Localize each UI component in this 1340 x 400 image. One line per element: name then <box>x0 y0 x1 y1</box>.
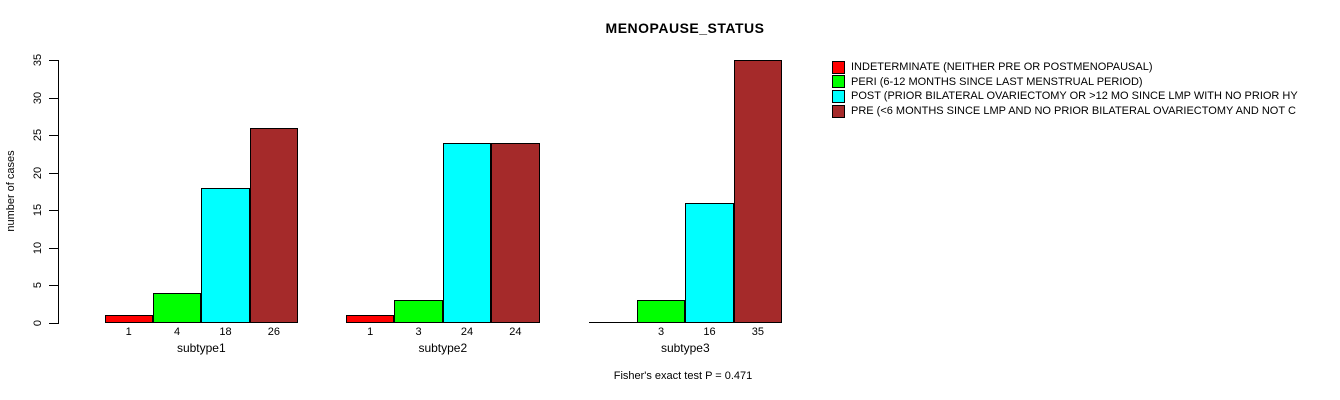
legend-label-indeterminate: INDETERMINATE (NEITHER PRE OR POSTMENOPA… <box>851 61 1153 74</box>
fisher-test-annotation: Fisher's exact test P = 0.471 <box>613 370 753 382</box>
legend-swatch-indeterminate <box>832 60 845 74</box>
category-label-subtype3: subtype3 <box>660 341 710 355</box>
bar-subtype1-series1 <box>152 292 202 323</box>
group-baseline <box>588 322 783 323</box>
bar-value-label: 26 <box>267 326 281 338</box>
chart-title: MENOPAUSE_STATUS <box>605 20 765 36</box>
y-tick-mark <box>49 285 58 286</box>
bar-value-label: 3 <box>658 326 665 338</box>
category-label-subtype1: subtype1 <box>176 341 226 355</box>
y-tick-label: 5 <box>32 281 44 289</box>
legend-item-peri: PERI (6-12 MONTHS SINCE LAST MENSTRUAL P… <box>832 75 1298 90</box>
y-tick-label: 20 <box>32 166 44 179</box>
y-tick-mark <box>49 172 58 174</box>
bar-value-label: 18 <box>219 326 232 338</box>
bar-subtype1-series2 <box>201 187 250 323</box>
bar-subtype2-series0 <box>346 315 395 323</box>
y-tick-label: 25 <box>32 128 44 142</box>
legend-label-pre: PRE (<6 MONTHS SINCE LMP AND NO PRIOR BI… <box>851 105 1296 118</box>
group-baseline <box>346 322 540 323</box>
y-tick-label: 35 <box>32 53 44 67</box>
legend-swatch-post <box>832 89 845 103</box>
y-tick-mark <box>49 210 58 211</box>
y-axis-title: number of cases <box>5 150 17 232</box>
legend-item-post: POST (PRIOR BILATERAL OVARIECTOMY OR >12… <box>832 89 1298 104</box>
bar-subtype3-series3 <box>733 60 783 323</box>
bar-value-label: 16 <box>703 326 716 338</box>
bar-value-label: 35 <box>751 326 765 338</box>
bar-subtype2-series2 <box>442 142 492 323</box>
legend-swatch-pre <box>832 104 845 118</box>
y-tick-label: 15 <box>32 203 44 217</box>
bar-value-label: 4 <box>174 326 181 338</box>
y-tick-label: 0 <box>32 319 44 326</box>
y-tick-mark <box>49 322 58 324</box>
bar-subtype1-series3 <box>249 127 299 323</box>
bar-subtype2-series1 <box>394 300 443 323</box>
y-tick-mark <box>49 247 58 249</box>
bar-value-label: 1 <box>367 326 374 338</box>
y-tick-label: 10 <box>32 241 44 254</box>
y-tick-label: 30 <box>32 91 44 104</box>
category-label-subtype2: subtype2 <box>418 341 468 355</box>
bar-subtype3-series1 <box>636 300 686 323</box>
legend-item-indeterminate: INDETERMINATE (NEITHER PRE OR POSTMENOPA… <box>832 60 1298 75</box>
y-tick-mark <box>49 135 58 136</box>
legend-item-pre: PRE (<6 MONTHS SINCE LMP AND NO PRIOR BI… <box>832 104 1298 119</box>
group-baseline <box>104 322 299 323</box>
bar-value-label: 1 <box>125 326 132 338</box>
bar-value-label: 24 <box>460 326 474 338</box>
bar-subtype3-series2 <box>685 202 734 323</box>
legend-swatch-peri <box>832 75 845 89</box>
legend-label-peri: PERI (6-12 MONTHS SINCE LAST MENSTRUAL P… <box>851 75 1143 88</box>
bar-value-label: 24 <box>509 326 522 338</box>
bar-value-label: 3 <box>415 326 422 338</box>
y-tick-mark <box>49 60 58 61</box>
y-axis-line <box>58 60 59 324</box>
legend-label-post: POST (PRIOR BILATERAL OVARIECTOMY OR >12… <box>851 90 1298 103</box>
legend: INDETERMINATE (NEITHER PRE OR POSTMENOPA… <box>832 60 1298 118</box>
y-tick-mark <box>49 97 58 99</box>
bar-subtype1-series0 <box>104 315 153 323</box>
bar-subtype2-series3 <box>491 142 540 323</box>
